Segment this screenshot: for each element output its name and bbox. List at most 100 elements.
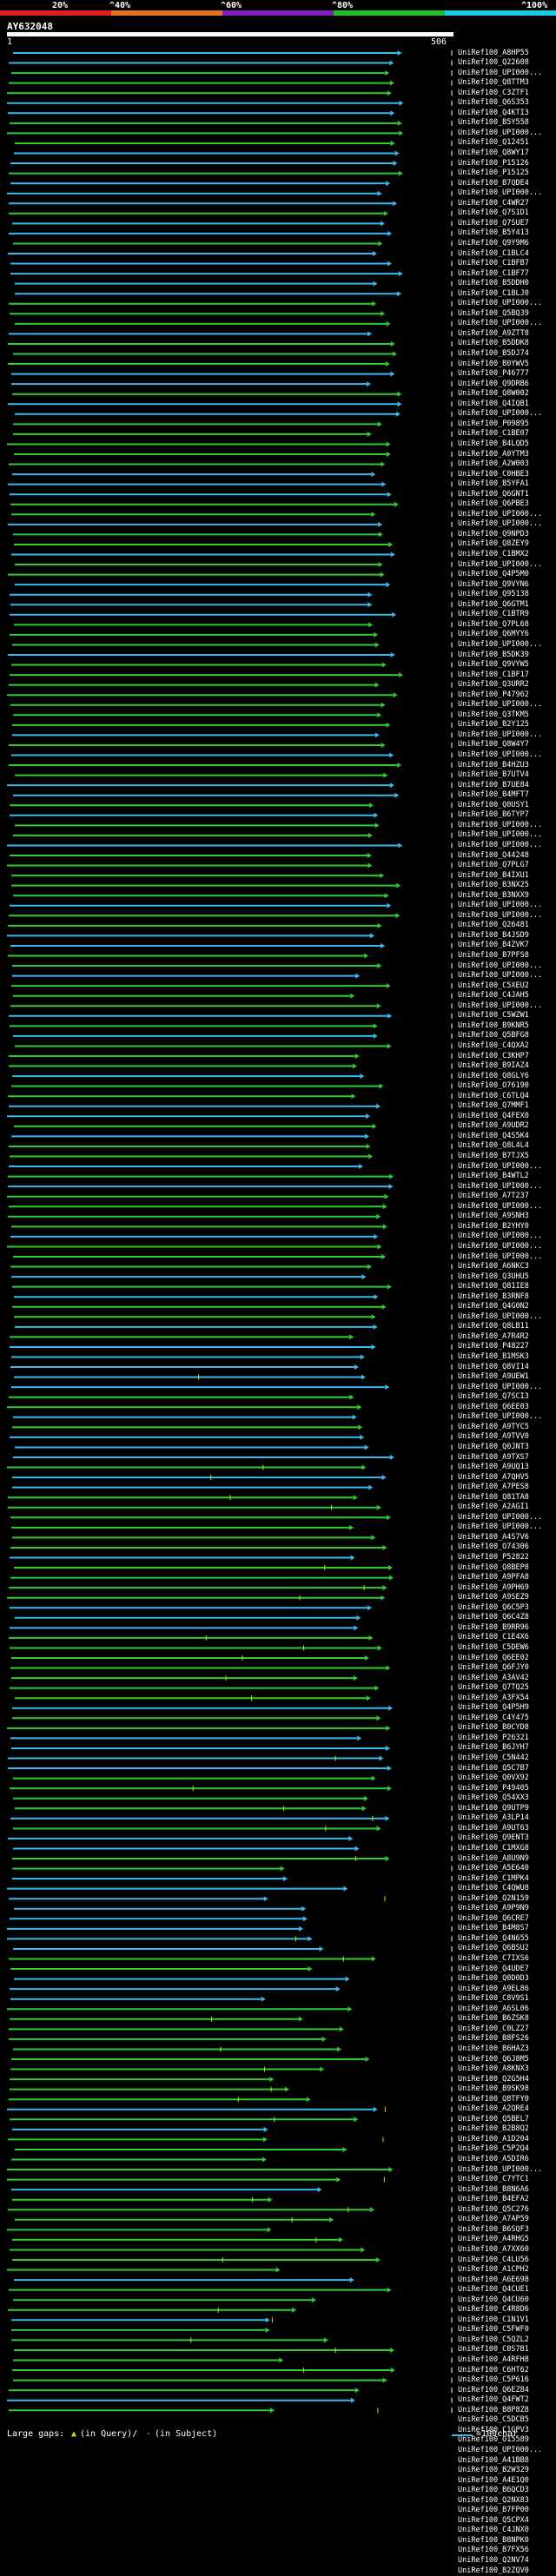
hit-label[interactable]: UniRef100_A2QRE4 — [458, 2104, 529, 2114]
hit-label[interactable]: UniRef100_B2YHY0 — [458, 1221, 529, 1231]
hit-label[interactable]: UniRef100_A9EL86 — [458, 1984, 529, 1993]
hit-label[interactable]: UniRef100_C0LZ27 — [458, 2024, 529, 2033]
hit-label[interactable]: UniRef100_A9P9N9 — [458, 1904, 529, 1913]
hit-label[interactable]: UniRef100_A5E640 — [458, 1864, 529, 1873]
hit-label[interactable]: UniRef100_Q8TTM3 — [458, 78, 529, 88]
hit-label[interactable]: UniRef100_Q6GTM1 — [458, 599, 529, 609]
hit-label[interactable]: UniRef100_B5DDH0 — [458, 279, 529, 288]
hit-label[interactable]: UniRef100_A6E698 — [458, 2275, 529, 2284]
hit-label[interactable]: UniRef100_A7R4R2 — [458, 1331, 529, 1341]
hit-label[interactable]: UniRef100_Q6EE02 — [458, 1653, 529, 1662]
hit-label[interactable]: UniRef100_Q5BEL7 — [458, 2114, 529, 2124]
hit-label[interactable]: UniRef100_Q22608 — [458, 58, 529, 68]
hit-label[interactable]: UniRef100_Q5C7B7 — [458, 1763, 529, 1773]
hit-label[interactable]: UniRef100_UPI000... — [458, 1232, 543, 1241]
hit-label[interactable]: UniRef100_Q8VI14 — [458, 1362, 529, 1371]
hit-label[interactable]: UniRef100_C7YTC1 — [458, 2175, 529, 2184]
hit-label[interactable]: UniRef100_B6JYH7 — [458, 1743, 529, 1753]
hit-label[interactable]: UniRef100_UPI000... — [458, 2445, 543, 2454]
hit-label[interactable]: UniRef100_Q6EE03 — [458, 1402, 529, 1411]
hit-label[interactable]: UniRef100_UPI000... — [458, 509, 543, 519]
hit-label[interactable]: UniRef100_B4EFA2 — [458, 2195, 529, 2204]
hit-label[interactable]: UniRef100_B3NXX9 — [458, 890, 529, 900]
hit-label[interactable]: UniRef100_Q8WY17 — [458, 149, 529, 157]
hit-label[interactable]: UniRef100_UPI000... — [458, 910, 543, 920]
hit-label[interactable]: UniRef100_UPI000... — [458, 128, 543, 137]
hit-label[interactable]: UniRef100_A1CPH2 — [458, 2265, 529, 2275]
hit-label[interactable]: UniRef100_B4MFT7 — [458, 790, 529, 800]
hit-label[interactable]: UniRef100_A4RHG5 — [458, 2235, 529, 2244]
hit-label[interactable]: UniRef100_A9UDR2 — [458, 1121, 529, 1131]
hit-label[interactable]: UniRef100_B8NPK0 — [458, 2535, 529, 2545]
hit-label[interactable]: UniRef100_B0CYD8 — [458, 1723, 529, 1733]
hit-label[interactable]: UniRef100_A4E1Q0 — [458, 2475, 529, 2485]
hit-label[interactable]: UniRef100_Q2NX83 — [458, 2495, 529, 2505]
hit-label[interactable]: UniRef100_C1BE07 — [458, 429, 529, 439]
hit-label[interactable]: UniRef100_B5DJ74 — [458, 349, 529, 358]
hit-label[interactable]: UniRef100_B6ZSK8 — [458, 2014, 529, 2024]
hit-label[interactable]: UniRef100_Q3TKM5 — [458, 710, 529, 719]
hit-label[interactable]: UniRef100_UPI000... — [458, 840, 543, 849]
hit-label[interactable]: UniRef100_Q7SUE7 — [458, 218, 529, 228]
hit-label[interactable]: UniRef100_Q9VYN6 — [458, 579, 529, 589]
hit-label[interactable]: UniRef100_B6HAZ3 — [458, 2044, 529, 2053]
hit-label[interactable]: UniRef100_B6SQF3 — [458, 2224, 529, 2234]
hit-label[interactable]: UniRef100_Q4S5K4 — [458, 1131, 529, 1140]
hit-label[interactable]: UniRef100_Q6C5P3 — [458, 1602, 529, 1612]
hit-label[interactable]: UniRef100_O76190 — [458, 1081, 529, 1091]
hit-label[interactable]: UniRef100_Q7TQ25 — [458, 1683, 529, 1693]
hit-label[interactable]: UniRef100_B4M8S7 — [458, 1924, 529, 1933]
hit-label[interactable]: UniRef100_A3AV42 — [458, 1673, 529, 1682]
hit-label[interactable]: UniRef100_C1N1V1 — [458, 2315, 529, 2324]
hit-label[interactable]: UniRef100_Q6FJY0 — [458, 1663, 529, 1673]
hit-label[interactable]: UniRef100_UPI000... — [458, 1382, 543, 1391]
hit-label[interactable]: UniRef100_Q0USY1 — [458, 800, 529, 809]
hit-label[interactable]: UniRef100_Q4N655 — [458, 1933, 529, 1943]
hit-label[interactable]: UniRef100_B4LQD5 — [458, 439, 529, 448]
hit-label[interactable]: UniRef100_C6HT62 — [458, 2365, 529, 2375]
hit-label[interactable]: UniRef100_P15125 — [458, 168, 529, 178]
hit-label[interactable]: UniRef100_A4S7V6 — [458, 1532, 529, 1542]
hit-label[interactable]: UniRef100_C1GPV3 — [458, 2425, 529, 2434]
hit-label[interactable]: UniRef100_Q9Y9M6 — [458, 238, 529, 248]
hit-label[interactable]: UniRef100_UPI000... — [458, 639, 543, 649]
hit-label[interactable]: UniRef100_C1BMX2 — [458, 550, 529, 558]
hit-label[interactable]: UniRef100_C4JNX0 — [458, 2526, 529, 2535]
hit-label[interactable]: UniRef100_C1BF17 — [458, 670, 529, 679]
hit-label[interactable]: UniRef100_C0HBE3 — [458, 469, 529, 479]
hit-label[interactable]: UniRef100_A9TVV0 — [458, 1432, 529, 1442]
hit-label[interactable]: UniRef100_B4IXU1 — [458, 870, 529, 880]
hit-label[interactable]: UniRef100_O15589 — [458, 2435, 529, 2445]
hit-label[interactable]: UniRef100_C7IXS6 — [458, 1954, 529, 1963]
hit-label[interactable]: UniRef100_C5P616 — [458, 2375, 529, 2385]
hit-label[interactable]: UniRef100_B4JSD9 — [458, 930, 529, 940]
hit-label[interactable]: UniRef100_Q81TA8 — [458, 1492, 529, 1502]
hit-label[interactable]: UniRef100_C1BLC4 — [458, 248, 529, 258]
hit-label[interactable]: UniRef100_C1BTR9 — [458, 610, 529, 619]
hit-label[interactable]: UniRef100_C4LU56 — [458, 2255, 529, 2264]
hit-label[interactable]: UniRef100_B5Y558 — [458, 118, 529, 128]
hit-label[interactable]: UniRef100_Q8W002 — [458, 389, 529, 399]
hit-label[interactable]: UniRef100_C1BF77 — [458, 268, 529, 278]
hit-label[interactable]: UniRef100_Q8W4Y7 — [458, 740, 529, 750]
hit-label[interactable]: UniRef100_A9PH69 — [458, 1582, 529, 1592]
hit-label[interactable]: UniRef100_C4Y475 — [458, 1713, 529, 1722]
hit-label[interactable]: UniRef100_C4QWU8 — [458, 1884, 529, 1893]
hit-label[interactable]: UniRef100_C4JAH5 — [458, 991, 529, 1001]
hit-label[interactable]: UniRef100_Q6GNT1 — [458, 489, 529, 499]
hit-label[interactable]: UniRef100_C4QXA2 — [458, 1040, 529, 1050]
hit-label[interactable]: UniRef100_P46777 — [458, 369, 529, 379]
hit-label[interactable]: UniRef100_C5DEW6 — [458, 1642, 529, 1652]
hit-label[interactable]: UniRef100_A3FX54 — [458, 1693, 529, 1702]
hit-label[interactable]: UniRef100_Q12451 — [458, 138, 529, 148]
hit-label[interactable]: UniRef100_UPI000... — [458, 961, 543, 970]
hit-label[interactable]: UniRef100_Q4IQB1 — [458, 399, 529, 408]
hit-label[interactable]: UniRef100_UPI000... — [458, 559, 543, 569]
hit-label[interactable]: UniRef100_Q8GLY6 — [458, 1071, 529, 1080]
hit-label[interactable]: UniRef100_C5WZW1 — [458, 1011, 529, 1020]
hit-label[interactable]: UniRef100_A8U9N9 — [458, 1853, 529, 1863]
hit-label[interactable]: UniRef100_UPI000... — [458, 1201, 543, 1211]
hit-label[interactable]: UniRef100_Q4FEX0 — [458, 1111, 529, 1120]
hit-label[interactable]: UniRef100_B7FX56 — [458, 2546, 529, 2555]
hit-label[interactable]: UniRef100_C5DCB5 — [458, 2415, 529, 2425]
